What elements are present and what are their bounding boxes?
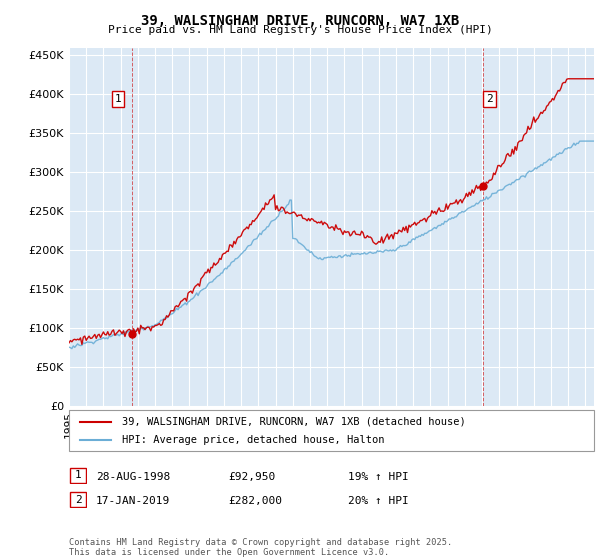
Text: 17-JAN-2019: 17-JAN-2019 [96, 496, 170, 506]
Text: 1: 1 [115, 94, 122, 104]
Text: Price paid vs. HM Land Registry's House Price Index (HPI): Price paid vs. HM Land Registry's House … [107, 25, 493, 35]
Text: 2: 2 [74, 494, 82, 505]
Text: £92,950: £92,950 [228, 472, 275, 482]
Text: HPI: Average price, detached house, Halton: HPI: Average price, detached house, Halt… [121, 435, 384, 445]
Text: 39, WALSINGHAM DRIVE, RUNCORN, WA7 1XB (detached house): 39, WALSINGHAM DRIVE, RUNCORN, WA7 1XB (… [121, 417, 465, 427]
Text: 39, WALSINGHAM DRIVE, RUNCORN, WA7 1XB: 39, WALSINGHAM DRIVE, RUNCORN, WA7 1XB [141, 14, 459, 28]
Text: 2: 2 [486, 94, 493, 104]
Text: 28-AUG-1998: 28-AUG-1998 [96, 472, 170, 482]
Text: 19% ↑ HPI: 19% ↑ HPI [348, 472, 409, 482]
FancyBboxPatch shape [69, 410, 594, 451]
Text: 20% ↑ HPI: 20% ↑ HPI [348, 496, 409, 506]
Text: Contains HM Land Registry data © Crown copyright and database right 2025.
This d: Contains HM Land Registry data © Crown c… [69, 538, 452, 557]
Text: £282,000: £282,000 [228, 496, 282, 506]
Text: 1: 1 [74, 470, 82, 480]
